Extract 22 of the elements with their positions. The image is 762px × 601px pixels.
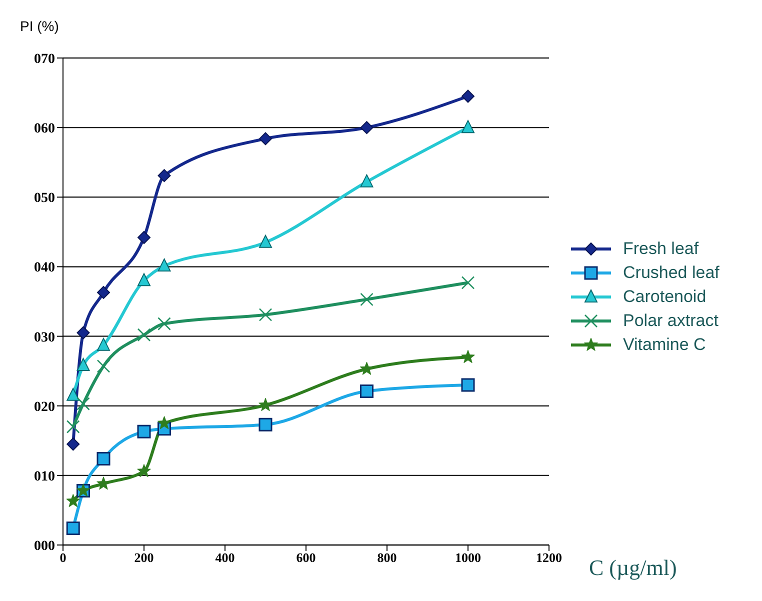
x-tick-label: 1200 [536,550,562,566]
legend-label: Vitamine C [623,334,706,354]
legend-label: Fresh leaf [623,238,699,258]
y-axis-title: PI (%) [20,18,59,34]
legend-label: Carotenoid [623,286,706,306]
y-tick-label: 060 [34,122,55,137]
y-tick-label: 000 [34,538,55,554]
y-tick-label: 040 [34,260,55,276]
y-tick-label: 070 [34,52,55,67]
x-tick-label: 1000 [455,550,481,566]
legend-label: Crushed leaf [623,262,720,282]
y-tick-label: 050 [34,191,55,206]
legend-label: Polar axtract [623,310,718,330]
x-tick-label: 800 [377,550,397,566]
y-tick-label: 030 [34,330,55,346]
x-tick-label: 400 [215,550,235,566]
y-tick-label: 010 [34,469,55,484]
x-axis-title: C (µg/ml) [589,555,677,580]
x-tick-label: 0 [60,550,66,566]
x-tick-label: 200 [134,550,154,566]
x-tick-label: 600 [296,550,316,566]
y-tick-label: 020 [34,400,55,415]
